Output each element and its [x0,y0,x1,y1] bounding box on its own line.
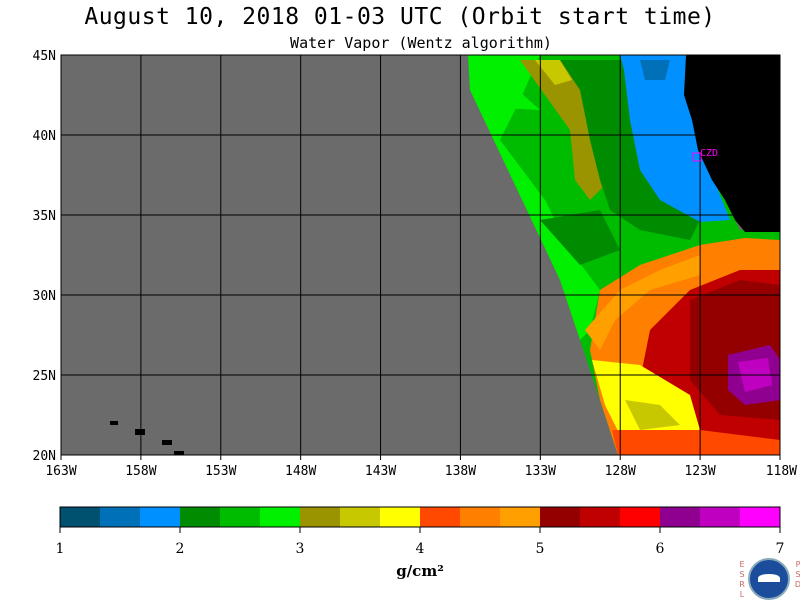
colorbar-swatch [340,507,381,527]
colorbar-label: 1 [56,541,65,557]
lon-label: 143W [365,464,396,479]
lat-label: 30N [33,289,56,304]
psd-letters: P S D [794,560,800,590]
longitude-labels: 163W 158W 153W 148W 143W 138W 133W 128W 123W 118W [45,464,797,479]
esrl-letter: L [739,590,745,599]
lon-label: 133W [525,464,556,479]
colorbar-swatch [260,507,301,527]
swath-yellow-olive [535,60,572,85]
esrl-letter: S [739,570,745,579]
lon-label: 163W [45,464,76,479]
colorbar-swatch [500,507,541,527]
lon-label: 123W [684,464,715,479]
colorbar-swatch [300,507,341,527]
colorbar-swatch [380,507,421,527]
colorbar-label: 3 [296,541,305,557]
colorbar-swatch [420,507,461,527]
swath-yellow-dark [625,400,680,430]
lon-label: 118W [766,464,797,479]
colorbar-swatch [180,507,221,527]
latitude-labels: 45N 40N 35N 30N 25N 20N [33,49,56,464]
map-title: August 10, 2018 01-03 UTC (Orbit start t… [84,4,716,30]
swath-green-high-2 [480,90,540,110]
colorbar-label: 5 [536,541,545,557]
swath-green-high [468,55,600,340]
noaa-logo-icon [748,558,790,600]
lon-label: 153W [205,464,236,479]
psd-letter: S [795,570,800,579]
esrl-letter: R [739,580,745,589]
map-subtitle: Water Vapor (Wentz algorithm) [290,34,552,52]
esrl-letters: E S R L [738,560,746,600]
psd-letter: D [794,580,800,589]
hawaii-island-2 [135,429,145,435]
station-czd: CZD [692,148,718,162]
colorbar-label: 2 [176,541,185,557]
colorbar-swatch [60,507,101,527]
lon-label: 128W [605,464,636,479]
colorbar-swatch [700,507,741,527]
colorbar-labels: 1 2 3 4 5 6 7 [56,541,785,557]
swath-dark-green-2 [540,210,620,265]
colorbar-label: 4 [416,541,425,557]
lat-label: 35N [33,209,56,224]
colorbar-swatch [580,507,621,527]
colorbar-swatch [460,507,501,527]
swath-redorange [612,430,780,455]
colorbar [59,506,781,533]
swath-blue [620,55,730,222]
colorbar-swatch [740,507,781,527]
colorbar-swatch [660,507,701,527]
hawaii-island-1 [110,421,118,425]
swath-orange-light [585,255,700,350]
colorbar-swatch [540,507,581,527]
lat-label: 40N [33,129,56,144]
psd-letter: P [795,560,800,569]
lat-label: 20N [33,449,56,464]
colorbar-label: 7 [776,541,785,557]
lon-label: 148W [285,464,316,479]
colorbar-swatch [140,507,181,527]
hawaii-island-4 [174,451,184,455]
colorbar-swatch [620,507,661,527]
lat-label: 25N [33,369,56,384]
colorbar-swatch [220,507,261,527]
plot-frame [60,54,781,456]
lon-label: 138W [445,464,476,479]
lon-label: 158W [125,464,156,479]
colorbar-label: 6 [656,541,665,557]
station-label: CZD [700,148,718,159]
swath-blue-dark [640,60,670,80]
esrl-letter: E [739,560,745,569]
station-marker-icon [692,152,702,162]
lat-lon-grid [60,55,781,460]
colorbar-swatch [100,507,141,527]
colorbar-unit-label: g/cm² [396,562,444,580]
land-california [684,55,780,232]
noaa-bird-shape [758,574,780,582]
lat-label: 45N [33,49,56,64]
hawaii-island-3 [162,440,172,445]
